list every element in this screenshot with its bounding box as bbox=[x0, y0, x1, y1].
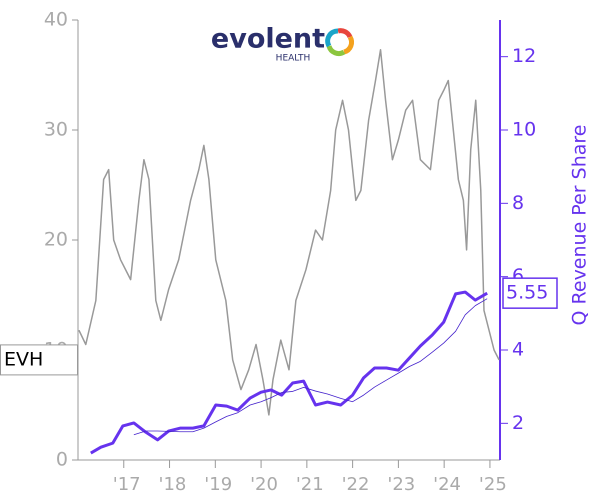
y-tick-label: 30 bbox=[44, 119, 68, 141]
x-tick-label: '23 bbox=[387, 474, 415, 495]
y-tick-label: 0 bbox=[56, 449, 68, 471]
y2-tick-label: 8 bbox=[512, 192, 524, 214]
last-value-label: 5.55 bbox=[506, 282, 548, 304]
x-tick-label: '22 bbox=[342, 474, 370, 495]
x-tick-label: '18 bbox=[159, 474, 187, 495]
logo-ring bbox=[325, 28, 354, 56]
x-tick-label: '21 bbox=[296, 474, 324, 495]
x-tick-label: '17 bbox=[113, 474, 141, 495]
x-tick-label: '19 bbox=[204, 474, 232, 495]
y2-tick-label: 12 bbox=[512, 45, 536, 67]
x-tick-label: '25 bbox=[479, 474, 507, 495]
logo-sub: HEALTH bbox=[276, 54, 311, 64]
series-line bbox=[78, 48, 500, 416]
ticker-box bbox=[0, 344, 78, 376]
y2-tick-label: 4 bbox=[512, 339, 524, 361]
series-line bbox=[133, 298, 488, 436]
y2-tick-label: 2 bbox=[512, 412, 524, 434]
series-line bbox=[90, 290, 488, 455]
x-tick-label: '20 bbox=[250, 474, 278, 495]
logo-name: evolent bbox=[211, 24, 325, 55]
ticker-label: EVH bbox=[4, 348, 43, 370]
y-tick-label: 20 bbox=[44, 229, 68, 251]
y-tick-label: 40 bbox=[44, 9, 68, 31]
last-value-box bbox=[502, 277, 558, 309]
y2-tick-label: 10 bbox=[512, 119, 536, 141]
y2-axis-label: Q Revenue Per Share bbox=[569, 125, 591, 326]
x-tick-label: '24 bbox=[433, 474, 461, 495]
